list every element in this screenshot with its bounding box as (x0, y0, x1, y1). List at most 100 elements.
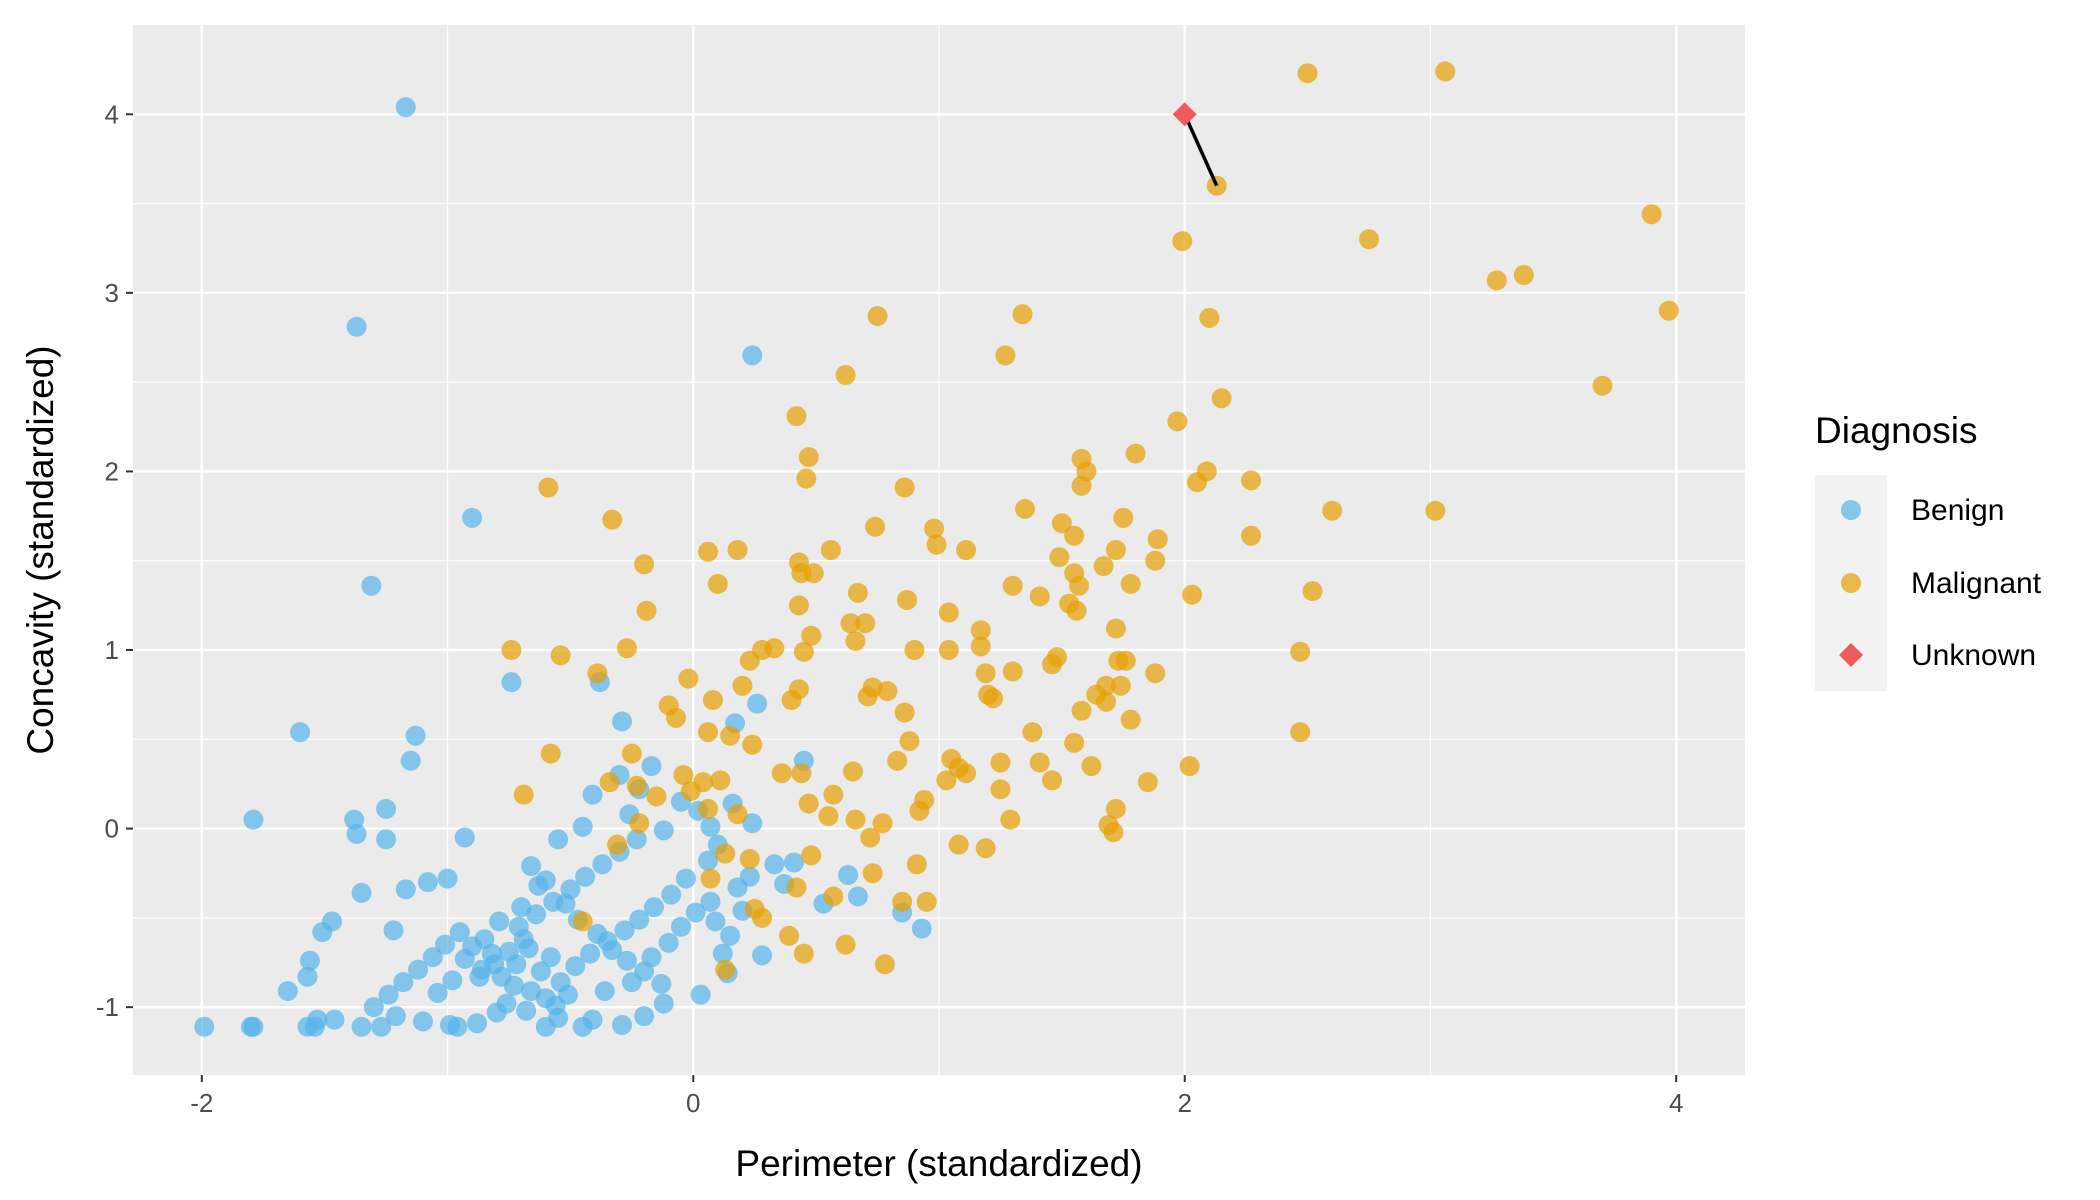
point-benign (496, 993, 517, 1014)
point-benign (739, 866, 760, 887)
point-malignant (793, 943, 814, 964)
point-benign (557, 984, 578, 1005)
point-malignant (1658, 300, 1679, 321)
point-benign (653, 820, 674, 841)
point-malignant (1290, 641, 1311, 662)
point-benign (580, 943, 601, 964)
point-benign (503, 975, 524, 996)
point-malignant (607, 834, 628, 855)
point-malignant (678, 668, 699, 689)
point-benign (395, 879, 416, 900)
point-malignant (820, 540, 841, 560)
point-malignant (975, 838, 996, 859)
point-benign (653, 993, 674, 1014)
point-malignant (752, 907, 773, 928)
point-malignant (1290, 722, 1311, 743)
point-benign (427, 982, 448, 1003)
point-malignant (698, 541, 719, 562)
point-benign (641, 756, 662, 777)
point-malignant (899, 731, 920, 752)
point-benign (521, 856, 542, 877)
point-malignant (791, 763, 812, 784)
point-malignant (1147, 529, 1168, 550)
point-malignant (1199, 307, 1220, 328)
point-malignant (798, 793, 819, 814)
point-benign (530, 961, 551, 982)
point-malignant (1425, 500, 1446, 521)
point-benign (540, 947, 561, 968)
point-malignant (1022, 722, 1043, 743)
point-benign (651, 973, 672, 994)
point-benign (346, 823, 367, 844)
point-malignant (845, 631, 866, 652)
point-malignant (938, 640, 959, 660)
x-tick-label: 0 (686, 1088, 700, 1118)
point-malignant (916, 891, 937, 912)
point-malignant (818, 806, 839, 827)
point-malignant (1187, 472, 1208, 493)
legend-label-unknown: Unknown (1911, 639, 2036, 672)
point-benign (467, 1013, 488, 1034)
data-points (194, 61, 1679, 1037)
point-malignant (1110, 675, 1131, 696)
point-benign (447, 1016, 468, 1037)
point-benign (361, 575, 382, 596)
point-malignant (739, 848, 760, 869)
point-malignant (803, 563, 824, 584)
point-malignant (1486, 270, 1507, 291)
point-benign (587, 923, 608, 944)
point-malignant (904, 640, 925, 660)
point-benign (614, 920, 635, 941)
point-malignant (742, 734, 763, 755)
x-tick-label: -2 (190, 1088, 213, 1118)
point-malignant (1081, 756, 1102, 777)
point-malignant (1172, 231, 1193, 252)
point-malignant (693, 772, 714, 793)
point-malignant (956, 540, 977, 560)
point-benign (290, 722, 311, 743)
point-malignant (970, 620, 991, 641)
point-benign (705, 911, 726, 932)
point-benign (526, 904, 546, 925)
point-malignant (698, 722, 719, 743)
point-malignant (1113, 507, 1134, 528)
unknown-points (1172, 102, 1197, 127)
point-malignant (720, 725, 741, 746)
point-benign (747, 693, 768, 714)
point-malignant (842, 761, 863, 782)
legend-label-malignant: Malignant (1911, 567, 2042, 600)
point-malignant (862, 863, 883, 884)
point-benign (351, 1016, 372, 1037)
point-malignant (786, 406, 807, 427)
point-malignant (924, 518, 945, 539)
point-malignant (1000, 809, 1021, 830)
point-benign (312, 922, 333, 943)
point-benign (346, 316, 367, 337)
point-benign (685, 902, 706, 923)
point-malignant (855, 613, 876, 634)
point-benign (690, 984, 711, 1005)
point-benign (764, 854, 785, 875)
point-benign (720, 925, 741, 946)
point-malignant (1105, 618, 1126, 639)
point-malignant (538, 477, 559, 498)
point-malignant (626, 775, 647, 796)
point-malignant (1105, 798, 1126, 819)
legend: Diagnosis Benign Malignant Unknown (1815, 410, 2042, 691)
x-axis-ticks: -2 0 2 4 (190, 1075, 1683, 1118)
point-malignant (636, 600, 657, 621)
point-malignant (771, 763, 792, 784)
point-malignant (956, 763, 977, 784)
point-benign (621, 972, 642, 993)
point-malignant (1051, 513, 1072, 534)
point-malignant (975, 663, 996, 684)
point-benign (449, 922, 470, 943)
point-malignant (796, 468, 817, 489)
point-malignant (867, 306, 888, 327)
point-malignant (540, 743, 561, 764)
point-malignant (1066, 600, 1087, 621)
point-benign (422, 947, 443, 968)
point-malignant (793, 641, 814, 662)
point-benign (371, 1016, 392, 1037)
point-benign (481, 943, 502, 964)
